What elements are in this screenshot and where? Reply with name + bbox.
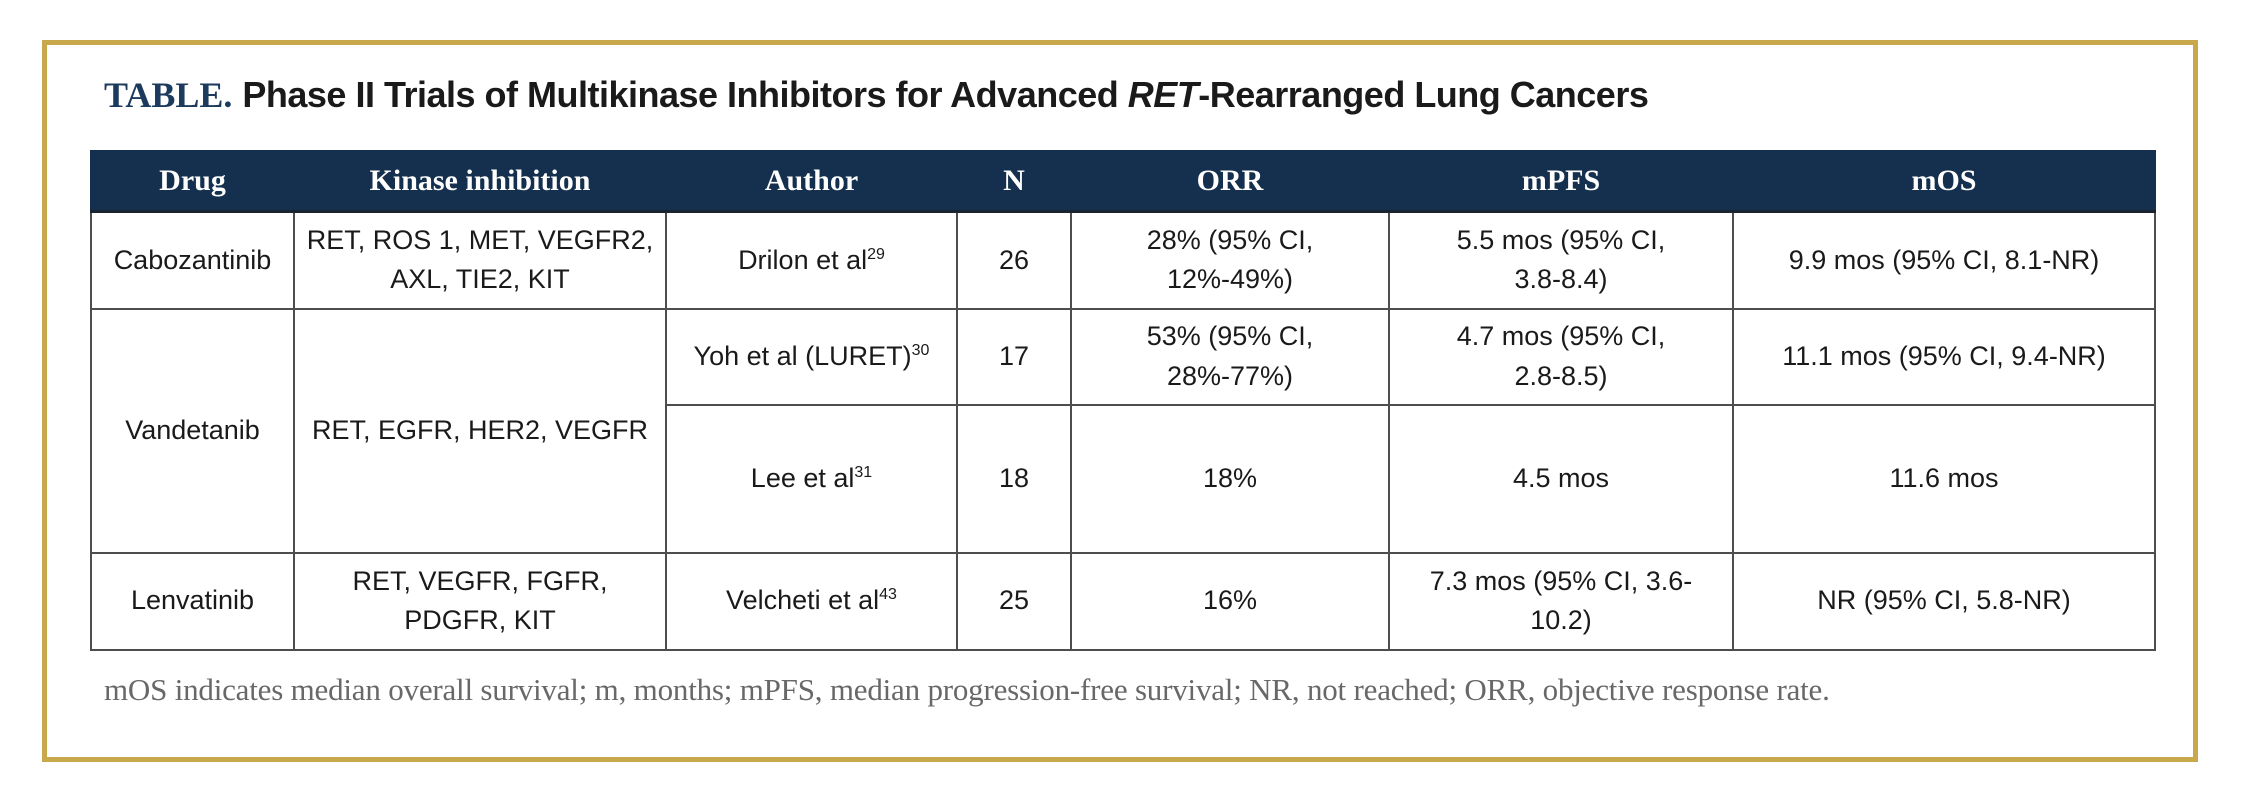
- column-header-kinase-inhibition: Kinase inhibition: [293, 150, 667, 213]
- cell-orr: 53% (95% CI, 28%-77%): [1070, 307, 1390, 406]
- cell-n: 25: [956, 551, 1072, 651]
- cell-kinase: RET, VEGFR, FGFR, PDGFR, KIT: [293, 551, 667, 651]
- author-text: Lee et al: [750, 462, 855, 493]
- title-text-before: Phase II Trials of Multikinase Inhibitor…: [242, 74, 1128, 115]
- title-text-after: -Rearranged Lung Cancers: [1198, 74, 1649, 115]
- cell-drug: Cabozantinib: [90, 210, 295, 310]
- author-text: Drilon et al: [738, 244, 868, 275]
- cell-mpfs: 5.5 mos (95% CI, 3.8-8.4): [1388, 210, 1734, 310]
- cell-mpfs: 4.7 mos (95% CI, 2.8-8.5): [1388, 307, 1734, 406]
- cell-kinase: RET, EGFR, HER2, VEGFR: [293, 307, 667, 554]
- cell-author: Yoh et al (LURET)30: [665, 307, 958, 406]
- author-text: Yoh et al (LURET): [693, 340, 912, 371]
- cell-kinase: RET, ROS 1, MET, VEGFR2, AXL, TIE2, KIT: [293, 210, 667, 310]
- table-row-vandetanib-yoh: Vandetanib RET, EGFR, HER2, VEGFR Yoh et…: [90, 307, 2156, 554]
- cell-n: 26: [956, 210, 1072, 310]
- cell-author: Velcheti et al43: [665, 551, 958, 651]
- table-footnote: mOS indicates median overall survival; m…: [104, 672, 1830, 707]
- cell-orr: 18%: [1070, 403, 1390, 554]
- cell-n: 18: [956, 403, 1072, 554]
- author-reference-superscript: 29: [867, 245, 885, 263]
- column-header-orr: ORR: [1070, 150, 1390, 213]
- cell-author: Drilon et al29: [665, 210, 958, 310]
- cell-mos: NR (95% CI, 5.8-NR): [1732, 551, 2156, 651]
- author-reference-superscript: 31: [854, 463, 873, 481]
- column-header-drug: Drug: [90, 150, 295, 213]
- cell-mpfs: 4.5 mos: [1388, 403, 1734, 554]
- column-header-mpfs: mPFS: [1388, 150, 1734, 213]
- cell-drug: Lenvatinib: [90, 551, 295, 651]
- title-gene-italic: RET: [1127, 74, 1199, 115]
- header-row: Drug Kinase inhibition Author N ORR mPFS…: [90, 150, 2156, 213]
- table-caption-label: TABLE.: [104, 75, 233, 115]
- cell-mos: 11.6 mos: [1732, 403, 2156, 554]
- table-row-cabozantinib: Cabozantinib RET, ROS 1, MET, VEGFR2, AX…: [90, 210, 2156, 310]
- table-row-lenvatinib: Lenvatinib RET, VEGFR, FGFR, PDGFR, KIT …: [90, 551, 2156, 651]
- author-text: Velcheti et al: [726, 585, 880, 616]
- clinical-trials-table: Drug Kinase inhibition Author N ORR mPFS…: [90, 150, 2156, 651]
- cell-mpfs: 7.3 mos (95% CI, 3.6- 10.2): [1388, 551, 1734, 651]
- cell-drug: Vandetanib: [90, 307, 295, 554]
- cell-orr: 16%: [1070, 551, 1390, 651]
- table-title: TABLE. Phase II Trials of Multikinase Inh…: [104, 74, 1649, 116]
- cell-orr: 28% (95% CI, 12%-49%): [1070, 210, 1390, 310]
- column-header-mos: mOS: [1732, 150, 2156, 213]
- cell-mos: 9.9 mos (95% CI, 8.1-NR): [1732, 210, 2156, 310]
- column-header-n: N: [956, 150, 1072, 213]
- author-reference-superscript: 30: [911, 341, 930, 359]
- author-reference-superscript: 43: [879, 586, 897, 604]
- cell-n: 17: [956, 307, 1072, 406]
- column-header-author: Author: [665, 150, 958, 213]
- cell-author: Lee et al31: [665, 403, 958, 554]
- table-row-vandetanib-lee: Lee et al31 18 18% 4.5 mos 11.6 mos: [91, 403, 2156, 554]
- cell-mos: 11.1 mos (95% CI, 9.4-NR): [1732, 307, 2156, 406]
